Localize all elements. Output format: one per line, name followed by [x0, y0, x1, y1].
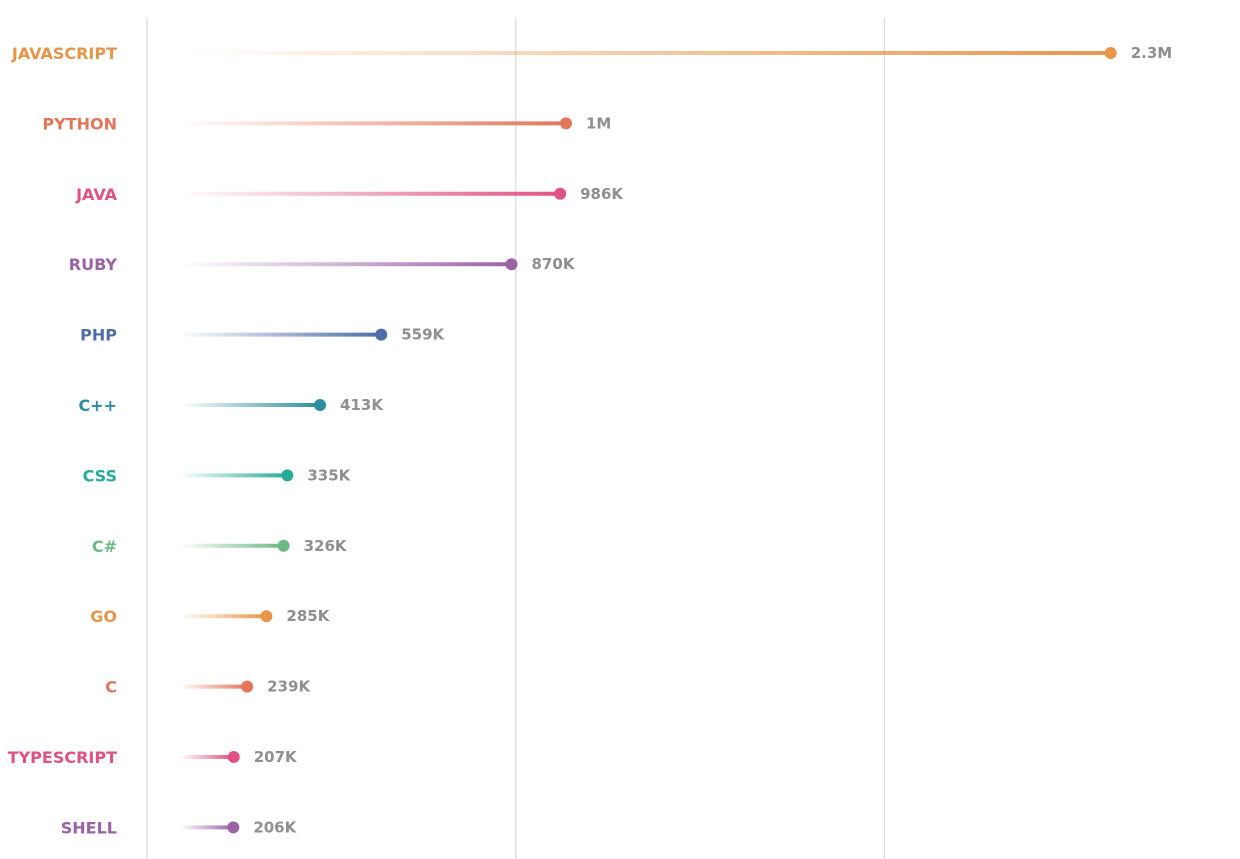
lollipop-dot [227, 751, 240, 763]
category-label: RUBY [69, 255, 118, 274]
lollipop-row: C++ 413K [78, 396, 384, 415]
category-label: GO [90, 607, 117, 626]
category-label: JAVASCRIPT [11, 44, 117, 63]
category-label: CSS [83, 466, 117, 485]
lollipop-row: RUBY 870K [69, 255, 576, 274]
category-label: JAVA [75, 185, 118, 204]
value-label: 335K [307, 466, 351, 484]
lollipop-dot [375, 328, 388, 341]
lollipop-dot [505, 258, 518, 271]
value-label: 2.3M [1131, 44, 1173, 62]
category-label: TYPESCRIPT [8, 748, 117, 767]
lollipop-dot [560, 117, 572, 130]
lollipop-dot [314, 399, 327, 411]
lollipop-row: PHP 559K [80, 326, 445, 345]
value-label: 207K [254, 748, 298, 766]
lollipop-row: CSS 335K [83, 466, 352, 485]
series-layer: JAVASCRIPT 2.3M PYTHON 1M JAVA 986K RUBY 870K PH… [8, 44, 1173, 837]
lollipop-dot [281, 469, 294, 482]
category-label: PHP [80, 326, 117, 345]
category-label: C [105, 678, 117, 697]
value-label: 986K [580, 185, 624, 203]
value-label: 1M [586, 114, 611, 132]
lollipop-row: PYTHON 1M [42, 114, 611, 133]
lollipop-row: JAVASCRIPT 2.3M [11, 44, 1172, 63]
category-label: PYTHON [42, 114, 117, 133]
category-label: SHELL [61, 818, 117, 837]
lollipop-dot [260, 610, 273, 623]
value-label: 326K [304, 537, 348, 555]
lollipop-dot [241, 680, 254, 693]
lollipop-row: C# 326K [92, 537, 348, 556]
value-label: 559K [401, 326, 445, 344]
lollipop-row: C 239K [105, 678, 311, 697]
lollipop-row: JAVA 986K [75, 185, 624, 204]
value-label: 413K [340, 396, 384, 414]
lollipop-dot [227, 821, 240, 834]
value-label: 206K [253, 818, 297, 836]
lollipop-dot [277, 539, 290, 552]
lollipop-dot [1104, 47, 1117, 59]
lollipop-dot [554, 187, 567, 200]
lollipop-row: SHELL 206K [61, 818, 298, 837]
category-label: C# [92, 537, 117, 556]
grid-layer [146, 18, 886, 859]
lollipop-row: GO 285K [90, 607, 330, 626]
value-label: 239K [267, 678, 311, 696]
lollipop-row: TYPESCRIPT 207K [8, 748, 298, 767]
category-label: C++ [78, 396, 117, 415]
value-label: 285K [286, 607, 330, 625]
value-label: 870K [532, 255, 576, 273]
